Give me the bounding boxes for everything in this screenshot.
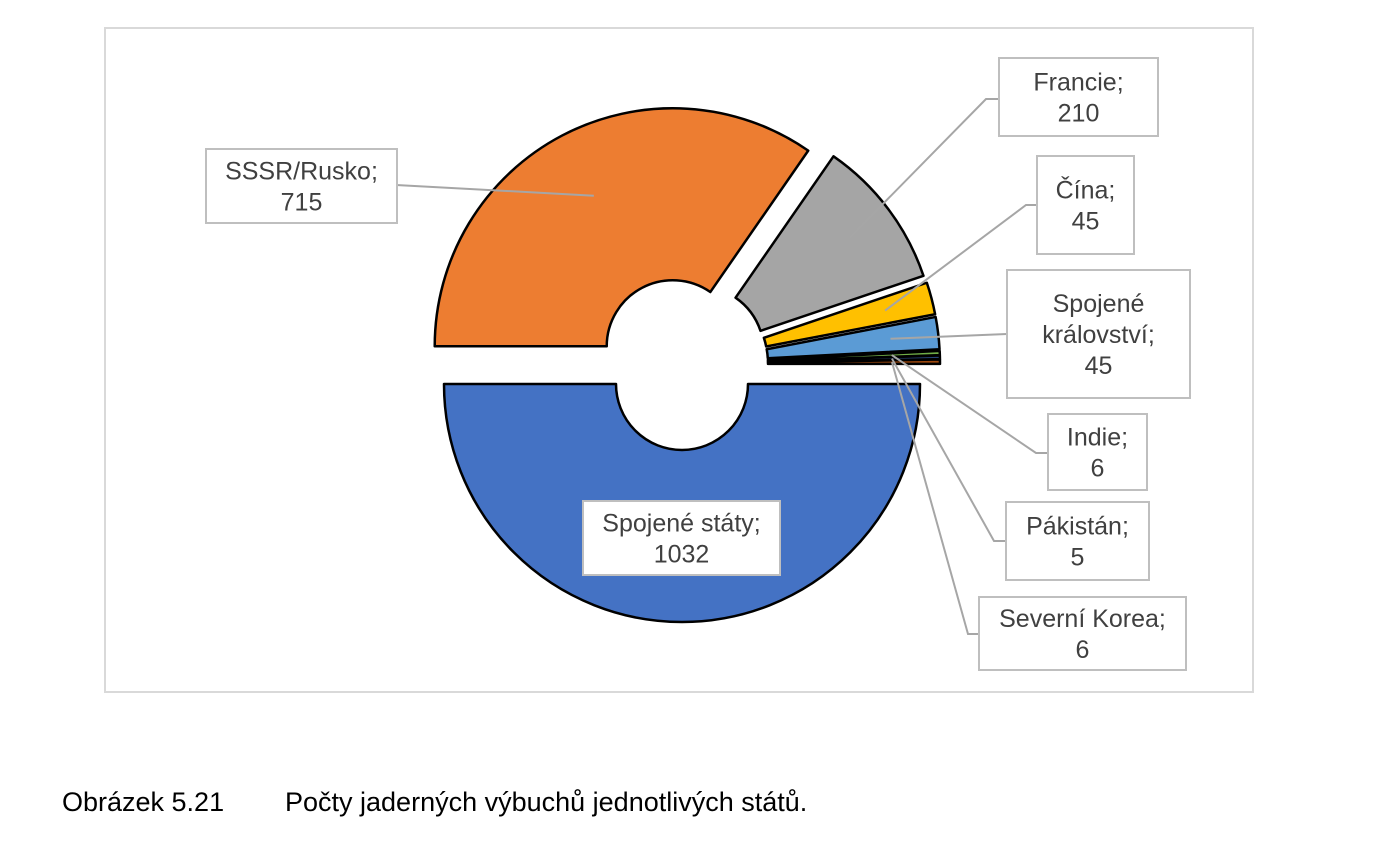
data-label-text: 210 bbox=[1058, 100, 1100, 128]
data-label-box bbox=[978, 596, 1187, 671]
data-label-text: Čína; bbox=[1056, 176, 1116, 205]
leader-lines bbox=[395, 98, 1048, 635]
data-label-box bbox=[1047, 413, 1148, 491]
data-label-indie: Indie; 6 bbox=[1047, 413, 1148, 491]
data-label-box bbox=[205, 148, 398, 224]
data-label-francie: Francie; 210 bbox=[998, 57, 1159, 137]
data-label-text: 5 bbox=[1071, 544, 1085, 572]
data-label-text: království; bbox=[1042, 321, 1155, 349]
data-label-pakistan: Pákistán; 5 bbox=[1005, 501, 1150, 581]
data-label-box bbox=[1006, 269, 1191, 399]
data-label-text: 45 bbox=[1085, 352, 1113, 380]
data-label-spojene-staty: Spojené státy; 1032 bbox=[582, 500, 781, 576]
slice-severni-korea bbox=[766, 358, 942, 366]
data-label-text: Severní Korea; bbox=[999, 605, 1166, 633]
leader-line-cina bbox=[884, 204, 1037, 312]
data-label-text: Indie; bbox=[1067, 424, 1128, 452]
data-label-text: 6 bbox=[1076, 636, 1090, 664]
slice-sssr-rusko bbox=[433, 107, 810, 348]
chart-svg: Spojené státy; 1032 SSSR/Rusko; 715 Francie;… bbox=[205, 57, 1191, 671]
caption-text: Počty jaderných výbuchů jednotlivých stá… bbox=[285, 787, 808, 817]
leader-line-indie bbox=[891, 354, 1048, 454]
data-label-text: Francie; bbox=[1033, 69, 1123, 97]
caption-number: Obrázek 5.21 bbox=[62, 787, 225, 817]
leader-line-pakistan bbox=[891, 358, 1006, 542]
slice-spojene-kralovstvi bbox=[765, 315, 941, 360]
leader-line-francie bbox=[849, 98, 999, 239]
data-label-box bbox=[1005, 501, 1150, 581]
data-labels: Spojené státy; 1032 SSSR/Rusko; 715 Francie;… bbox=[205, 57, 1191, 671]
data-label-spojene-kralovstvi: Spojené království; 45 bbox=[1006, 269, 1191, 399]
data-label-severni-korea: Severní Korea; 6 bbox=[978, 596, 1187, 671]
leader-line-sssr-rusko bbox=[395, 184, 594, 197]
data-label-text: 1032 bbox=[654, 541, 710, 569]
data-label-box bbox=[582, 500, 781, 576]
data-label-text: 715 bbox=[281, 189, 323, 217]
data-label-sssr-rusko: SSSR/Rusko; 715 bbox=[205, 148, 398, 224]
data-label-text: 45 bbox=[1072, 208, 1100, 236]
data-label-text: Spojené státy; bbox=[602, 510, 760, 538]
chart-frame: Spojené státy; 1032 SSSR/Rusko; 715 Francie;… bbox=[104, 27, 1254, 693]
slice-francie bbox=[734, 155, 925, 333]
data-label-text: 6 bbox=[1091, 455, 1105, 483]
data-label-text: SSSR/Rusko; bbox=[225, 158, 378, 186]
leader-line-spojene-kralovstvi bbox=[890, 333, 1008, 340]
data-label-text: Pákistán; bbox=[1026, 513, 1129, 541]
slice-cina bbox=[762, 281, 937, 348]
data-label-box bbox=[998, 57, 1159, 137]
figure-caption: Obrázek 5.21 Počty jaderných výbuchů jedn… bbox=[62, 787, 807, 818]
data-label-cina: Čína; 45 bbox=[1036, 155, 1135, 255]
data-label-box bbox=[1036, 155, 1135, 255]
leader-line-severni-korea bbox=[891, 361, 979, 635]
data-label-text: Spojené bbox=[1053, 290, 1145, 318]
pie-slices bbox=[433, 107, 942, 624]
